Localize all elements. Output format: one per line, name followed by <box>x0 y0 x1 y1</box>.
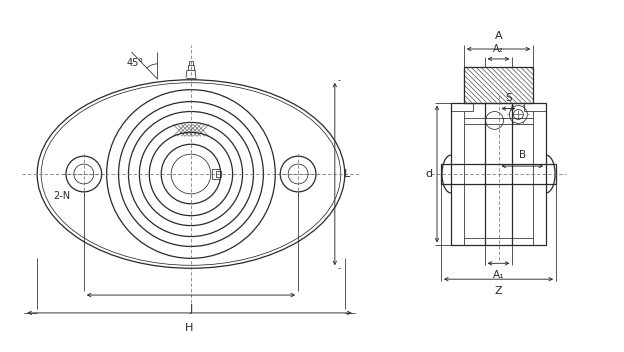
Text: B: B <box>519 150 526 160</box>
Bar <box>451 102 546 245</box>
Text: H: H <box>185 323 193 333</box>
Text: J: J <box>189 304 193 314</box>
Text: d: d <box>426 169 432 179</box>
Text: 2-N: 2-N <box>54 191 71 201</box>
Text: A₁: A₁ <box>493 270 504 280</box>
Text: A: A <box>495 31 502 41</box>
Text: L: L <box>344 169 350 179</box>
Bar <box>216 171 221 177</box>
Text: Z: Z <box>495 286 502 296</box>
Text: S: S <box>505 93 512 102</box>
Text: 45°: 45° <box>127 58 144 68</box>
Bar <box>441 164 556 184</box>
Bar <box>212 169 220 179</box>
Text: A₂: A₂ <box>493 44 504 54</box>
Bar <box>464 67 534 102</box>
